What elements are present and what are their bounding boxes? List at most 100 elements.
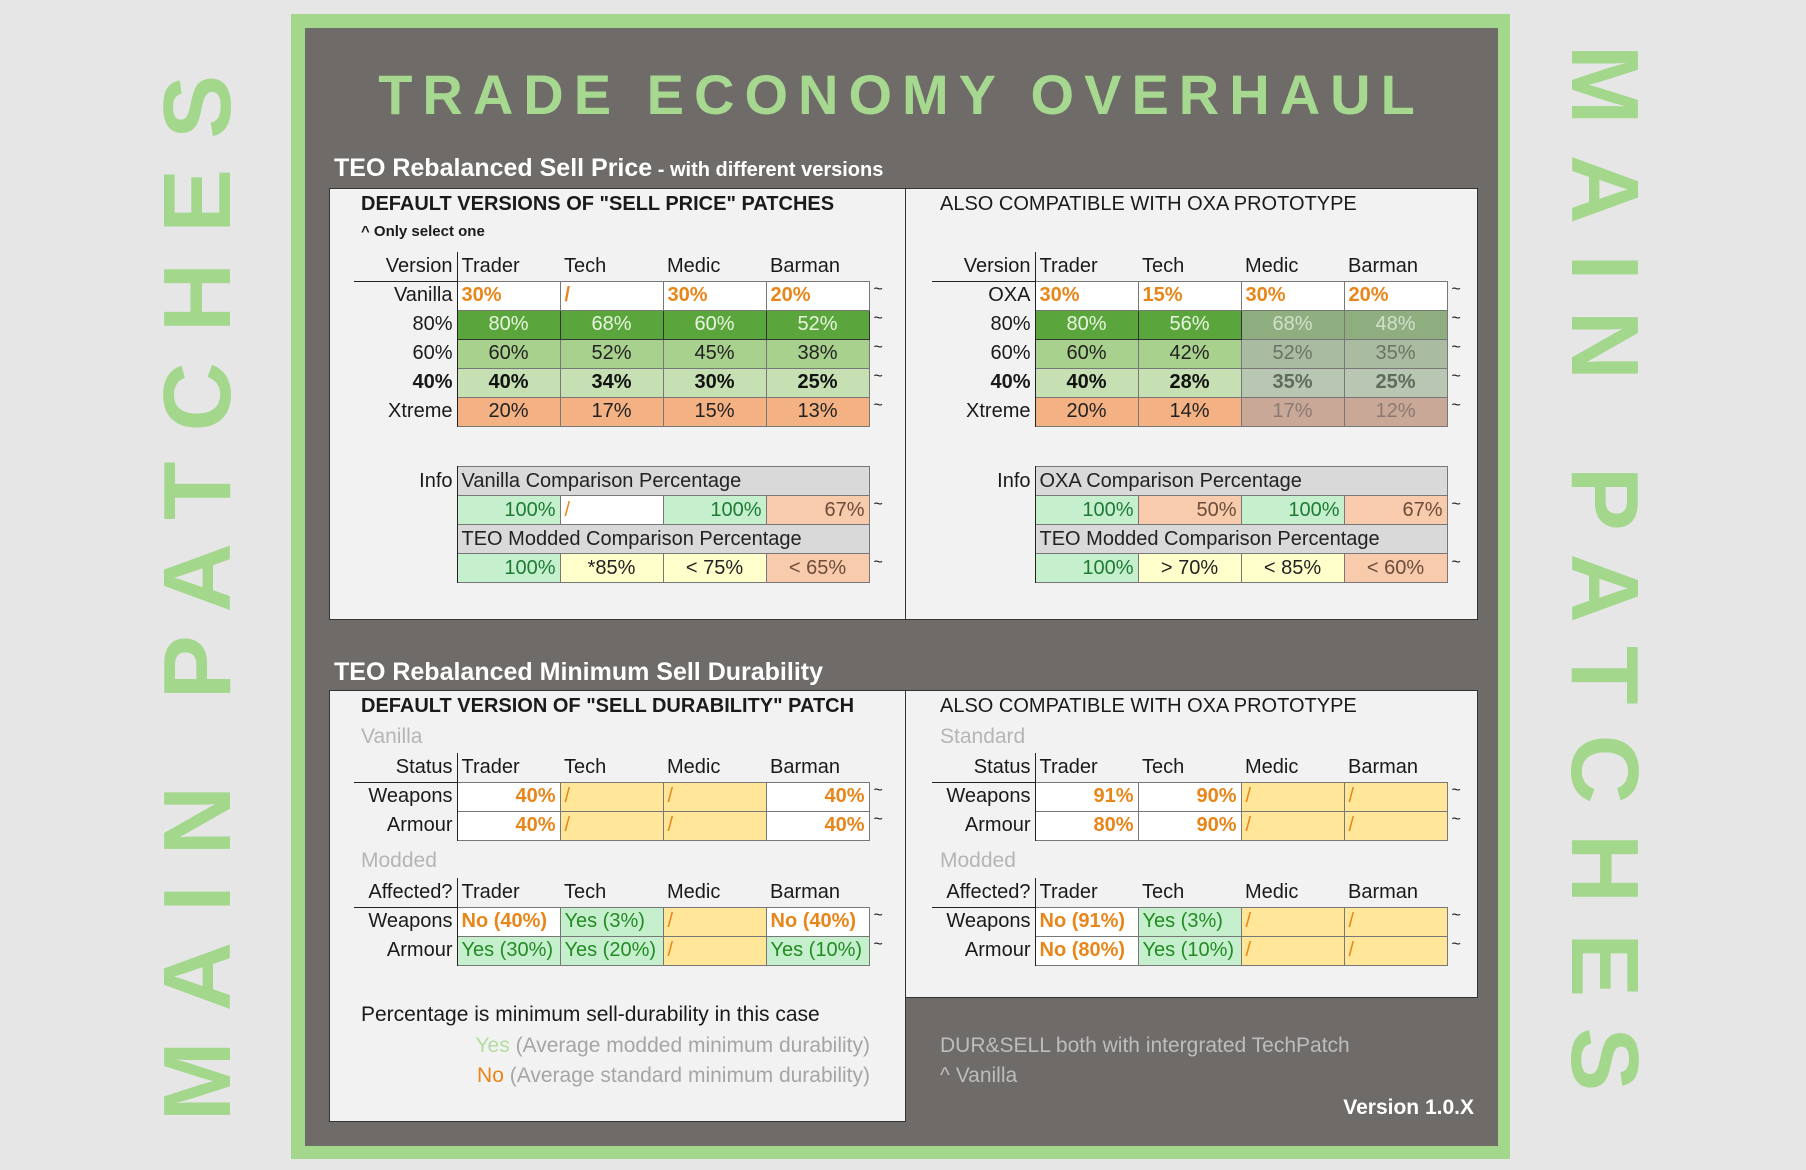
info-title: TEO Modded Comparison Percentage: [456, 524, 870, 554]
info-label: Info: [354, 466, 458, 496]
corner-header: Version: [354, 252, 458, 282]
row-label: Weapons: [932, 907, 1036, 936]
column-header: Trader: [461, 254, 520, 277]
corner-header: Status: [932, 753, 1036, 783]
info-value-row: 100% *85% < 75% < 65% ~: [354, 553, 891, 583]
table-cell: /: [559, 280, 664, 311]
durability-note: Percentage is minimum sell-durability in…: [361, 1003, 820, 1026]
table-cell: 17%: [559, 396, 664, 427]
column-header: Medic: [667, 755, 721, 778]
info-cell: 100%: [662, 495, 767, 525]
legend-no-text: (Average standard minimum durability): [503, 1064, 870, 1087]
page-title: TRADE ECONOMY OVERHAUL: [378, 63, 1425, 126]
only-select-one-note: ^ Only select one: [361, 223, 485, 240]
table-cell: 52%: [1240, 338, 1345, 369]
column-header: Medic: [667, 254, 721, 277]
table-row: Xtreme 20% 14% 17% 12% ~: [932, 396, 1469, 427]
table-row: 40% 40% 28% 35% 25% ~: [932, 367, 1469, 398]
durability-modded-table-left: Affected? Trader Tech Medic Barman Weapons No …: [354, 878, 891, 966]
table-row: Weapons No (91%) Yes (3%) / / ~: [932, 906, 1469, 937]
row-label: 40%: [354, 368, 458, 397]
table-cell: 60%: [456, 338, 561, 369]
table-cell: /: [1240, 810, 1345, 841]
table-cell: /: [662, 781, 767, 812]
table-cell: 40%: [1034, 367, 1139, 398]
table-cell: 28%: [1137, 367, 1242, 398]
corner-header: Status: [354, 753, 458, 783]
spacer: [1447, 753, 1469, 782]
row-label: 40%: [932, 368, 1036, 397]
info-title-row: TEO Modded Comparison Percentage: [932, 524, 1469, 554]
spacer: [1447, 525, 1469, 554]
column-header: Barman: [1348, 755, 1419, 778]
table-cell: No (40%): [765, 906, 870, 937]
durability-vanilla-table: Status Trader Tech Medic Barman Weapons 40% //4…: [354, 753, 891, 841]
durability-default-title: DEFAULT VERSION OF "SELL DURABILITY" PAT…: [361, 695, 855, 717]
corner-header: Version: [932, 252, 1036, 282]
table-cell: /: [1343, 781, 1448, 812]
tilde-marker: ~: [873, 281, 883, 298]
header-row: Affected? Trader Tech Medic Barman: [932, 878, 1469, 908]
header-row: Version Trader Tech Medic Barman: [354, 252, 891, 282]
info-cell: < 85%: [1240, 553, 1345, 583]
table-row: Weapons No (40%) Yes (3%) / No (40%) ~: [354, 906, 891, 937]
tilde-marker: ~: [1451, 281, 1461, 298]
table-cell: 38%: [765, 338, 870, 369]
row-label: [932, 553, 1036, 583]
durability-heading: TEO Rebalanced Minimum Sell Durability: [334, 658, 823, 686]
durability-modded-table-right: Affected? Trader Tech Medic Barman Weapons No …: [932, 878, 1469, 966]
sell-price-oxa-title: ALSO COMPATIBLE WITH OXA PROTOTYPE: [940, 193, 1357, 215]
sell-price-heading: TEO Rebalanced Sell Price - with differe…: [334, 154, 883, 183]
corner-header: Affected?: [354, 878, 458, 908]
column-header: Tech: [564, 254, 607, 277]
row-label: 60%: [354, 339, 458, 368]
sell-price-heading-text: TEO Rebalanced Sell Price: [334, 154, 653, 182]
table-cell: /: [559, 781, 664, 812]
info-title: Vanilla Comparison Percentage: [456, 466, 870, 496]
tilde-marker: ~: [1451, 811, 1461, 828]
info-cell: 100%: [1034, 553, 1139, 583]
table-cell: 52%: [559, 338, 664, 369]
spacer: [869, 525, 891, 554]
tilde-marker: ~: [1451, 907, 1461, 924]
side-banner-left: MAIN PATCHES: [144, 44, 251, 1122]
row-label: Armour: [354, 811, 458, 840]
tilde-marker: ~: [1451, 339, 1461, 356]
sell-price-heading-sub: - with different versions: [652, 159, 884, 181]
column-header: Medic: [1245, 254, 1299, 277]
table-cell: 20%: [765, 280, 870, 311]
info-title: TEO Modded Comparison Percentage: [1034, 524, 1448, 554]
table-cell: No (80%): [1034, 935, 1139, 966]
footer-techpatch-note: DUR&SELL both with intergrated TechPatch: [940, 1034, 1350, 1057]
column-header: Trader: [1039, 880, 1098, 903]
table-cell: /: [559, 810, 664, 841]
spacer: [869, 467, 891, 496]
info-label: [354, 524, 458, 554]
legend-yes-word: Yes: [475, 1034, 510, 1057]
table-cell: 20%: [1034, 396, 1139, 427]
sell-price-oxa-info-table: Info OXA Comparison Percentage 100% 50% 100%…: [932, 466, 1469, 583]
table-cell: 80%: [1034, 810, 1139, 841]
table-cell: 80%: [1034, 309, 1139, 340]
modded-label-right: Modded: [940, 849, 1016, 872]
table-cell: 25%: [1343, 367, 1448, 398]
column-header: Medic: [1245, 755, 1299, 778]
info-cell: *85%: [559, 553, 664, 583]
row-label: Weapons: [932, 782, 1036, 811]
row-label: Armour: [932, 936, 1036, 965]
table-cell: 40%: [765, 810, 870, 841]
info-title-row: Info OXA Comparison Percentage: [932, 466, 1469, 496]
column-header: Trader: [461, 755, 520, 778]
table-cell: /: [1240, 781, 1345, 812]
row-label: [354, 553, 458, 583]
table-cell: No (91%): [1034, 906, 1139, 937]
table-row: 40% 40% 34% 30% 25% ~: [354, 367, 891, 398]
info-cell: 100%: [1240, 495, 1345, 525]
table-cell: 30%: [662, 280, 767, 311]
spacer: [1447, 467, 1469, 496]
table-cell: 14%: [1137, 396, 1242, 427]
standard-label: Standard: [940, 725, 1026, 748]
tilde-marker: ~: [1451, 553, 1461, 571]
tilde-marker: ~: [873, 397, 883, 414]
info-value-row: 100% 50% 100% 67% ~: [932, 495, 1469, 525]
